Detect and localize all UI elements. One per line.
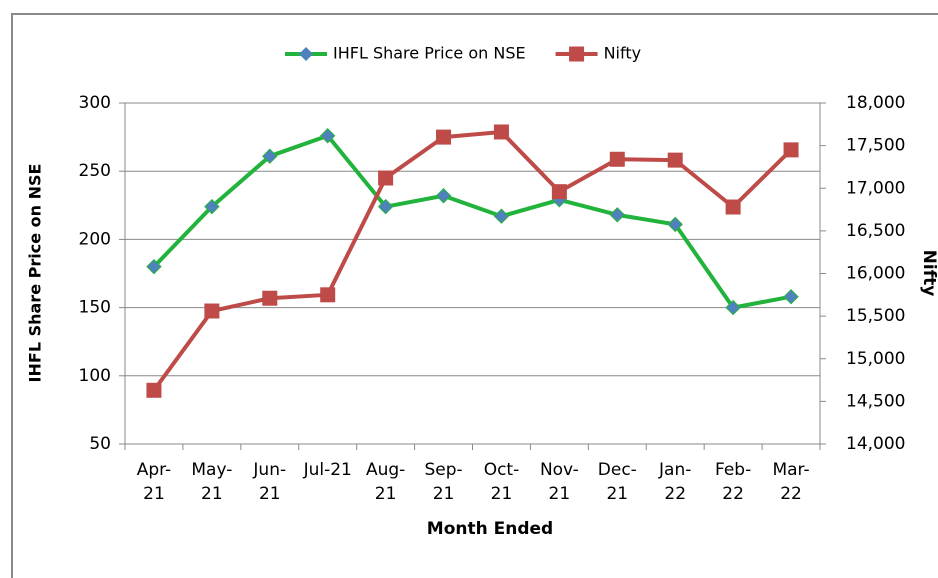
data-point	[378, 170, 394, 186]
data-point	[783, 142, 799, 158]
data-point	[493, 124, 509, 140]
y-axis-label: IHFL Share Price on NSE	[26, 164, 45, 383]
data-point	[436, 129, 452, 145]
x-tick-label: Nov-21	[539, 460, 579, 504]
data-point	[204, 198, 220, 215]
y2-tick-label: 16,000	[846, 264, 905, 284]
x-tick-label: Sep-21	[424, 460, 463, 504]
series-line	[152, 129, 793, 392]
data-point	[262, 290, 278, 306]
data-point	[493, 208, 510, 224]
data-point	[435, 188, 452, 204]
legend-label: Nifty	[604, 44, 642, 63]
x-tick-label: Feb-22	[715, 460, 752, 504]
data-point	[551, 184, 567, 200]
x-tick-label: May-21	[191, 460, 233, 504]
x-tick-label: Oct-21	[483, 460, 520, 504]
x-axis-label: Month Ended	[427, 519, 553, 539]
y2-tick-label: 14,000	[846, 434, 905, 454]
x-tick-label: Mar-22	[772, 460, 810, 504]
data-point	[725, 199, 741, 215]
x-tick-label: Jun-21	[253, 460, 287, 504]
legend-marker	[569, 46, 585, 62]
data-point	[320, 287, 336, 303]
y-tick-label: 50	[89, 434, 111, 454]
data-point	[262, 148, 278, 164]
y2-tick-label: 18,000	[846, 93, 905, 113]
data-point	[725, 299, 741, 316]
y2-tick-label: 17,500	[846, 136, 905, 156]
x-tick-label: Aug-21	[365, 460, 406, 504]
legend-marker	[299, 47, 313, 61]
data-point	[146, 258, 162, 275]
data-point	[609, 207, 625, 223]
chart-frame	[11, 13, 938, 578]
data-point	[146, 382, 162, 398]
data-point	[204, 303, 220, 319]
data-point	[320, 128, 336, 144]
x-tick-label: Apr-21	[136, 460, 172, 504]
y-tick-label: 200	[79, 229, 111, 249]
series-line	[152, 133, 792, 310]
x-tick-label: Dec-21	[597, 460, 637, 504]
legend-label: IHFL Share Price on NSE	[333, 44, 526, 63]
x-tick-label: Jan-22	[659, 460, 692, 504]
data-point	[377, 198, 394, 215]
y2-tick-label: 14,500	[846, 391, 905, 411]
y-tick-label: 300	[79, 93, 111, 113]
x-tick-label: Jul-21	[303, 460, 352, 480]
y2-tick-label: 15,000	[846, 349, 905, 369]
y2-tick-label: 15,500	[846, 306, 905, 326]
y-tick-label: 250	[79, 161, 111, 181]
y-tick-label: 100	[79, 366, 111, 386]
data-point	[667, 216, 683, 233]
data-point	[609, 151, 625, 167]
y2-tick-label: 17,000	[846, 178, 905, 198]
y2-tick-label: 16,500	[846, 221, 905, 241]
y-tick-label: 150	[79, 298, 111, 318]
data-point	[667, 152, 683, 168]
y2-axis-label: Nifty	[919, 250, 938, 297]
data-point	[783, 288, 799, 305]
